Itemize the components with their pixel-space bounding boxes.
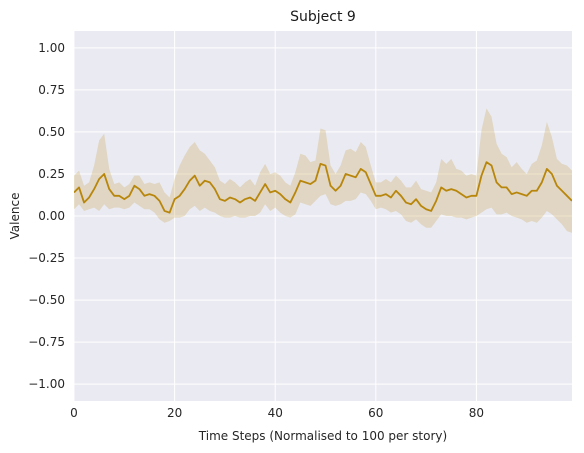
y-tick-label: 0.00 [38, 209, 65, 223]
y-tick-label: 0.50 [38, 125, 65, 139]
y-tick-label: −1.00 [28, 377, 65, 391]
confidence-band [74, 108, 572, 233]
y-tick-label: 1.00 [38, 41, 65, 55]
grid-lines [73, 31, 572, 401]
y-tick-label: 0.25 [38, 167, 65, 181]
x-tick-label: 0 [70, 406, 78, 420]
tick-labels: 1.00 0.75 0.50 0.25 0.00 −0.25 −0.50 −0.75 −1.00… [28, 41, 484, 420]
series-line [74, 161, 572, 214]
y-tick-label: 0.75 [38, 83, 65, 97]
y-tick-label: −0.75 [28, 335, 65, 349]
y-tick-label: −0.25 [28, 251, 65, 265]
y-axis-label: Valence [8, 193, 22, 240]
x-tick-label: 80 [469, 406, 484, 420]
x-axis-label: Time Steps (Normalised to 100 per story) [198, 429, 447, 443]
chart-title: Subject 9 [290, 9, 356, 25]
y-tick-label: −0.50 [28, 293, 65, 307]
x-tick-label: 60 [368, 406, 383, 420]
x-tick-label: 20 [167, 406, 182, 420]
x-tick-label: 40 [268, 406, 283, 420]
